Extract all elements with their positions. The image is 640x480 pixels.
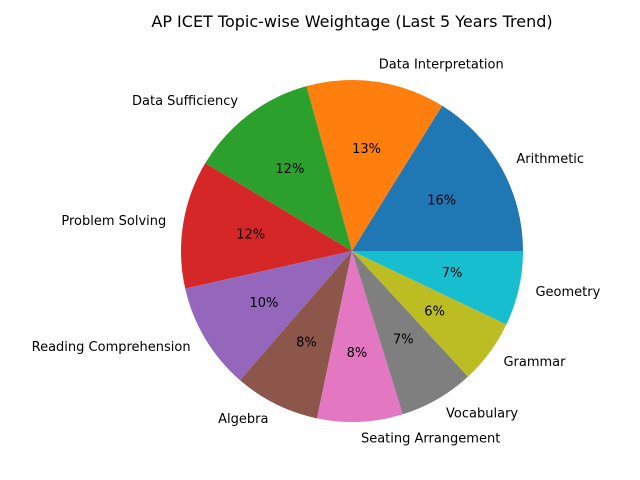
pie-category-label-problem-solving: Problem Solving	[61, 214, 166, 229]
pie-category-label-seating-arrangement: Seating Arrangement	[361, 431, 500, 446]
pie-category-label-algebra: Algebra	[218, 412, 268, 427]
pie-value-label-problem-solving: 12%	[236, 227, 265, 242]
pie-slice-data-sufficiency	[205, 86, 352, 252]
pie-value-label-algebra: 8%	[296, 335, 317, 350]
pie-value-label-vocabulary: 7%	[393, 332, 414, 347]
pie-value-label-geometry: 7%	[442, 266, 463, 281]
pie-category-label-grammar: Grammar	[503, 355, 566, 370]
pie-category-label-data-sufficiency: Data Sufficiency	[132, 94, 238, 109]
pie-category-label-vocabulary: Vocabulary	[446, 406, 518, 421]
pie-slices	[180, 80, 523, 422]
pie-slice-problem-solving	[180, 163, 352, 289]
pie-category-label-reading-comprehension: Reading Comprehension	[32, 340, 191, 355]
pie-value-label-data-sufficiency: 12%	[275, 162, 304, 177]
pie-category-label-geometry: Geometry	[535, 285, 600, 300]
pie-slice-data-interpretation	[306, 80, 443, 252]
pie-value-labels: 16% 13% 12% 12% 10% 8% 8% 7% 6% 7%	[236, 142, 462, 361]
pie-slice-geometry	[352, 251, 523, 325]
pie-slice-reading-comprehension	[185, 251, 352, 381]
pie-slice-arithmetic	[352, 105, 523, 251]
pie-category-labels: Arithmetic Data Interpretation Data Suffic…	[32, 57, 601, 446]
pie-slice-algebra	[240, 251, 352, 419]
pie-category-label-data-interpretation: Data Interpretation	[379, 57, 504, 72]
chart-title: AP ICET Topic-wise Weightage (Last 5 Yea…	[151, 12, 552, 31]
pie-value-label-data-interpretation: 13%	[352, 142, 381, 157]
pie-value-label-seating-arrangement: 8%	[347, 346, 368, 361]
pie-value-label-reading-comprehension: 10%	[250, 296, 279, 311]
pie-slice-seating-arrangement	[316, 251, 403, 422]
pie-slice-grammar	[352, 251, 507, 377]
pie-value-label-grammar: 6%	[424, 304, 445, 319]
pie-slice-vocabulary	[352, 251, 469, 415]
pie-category-label-arithmetic: Arithmetic	[516, 152, 584, 167]
pie-value-label-arithmetic: 16%	[427, 194, 456, 209]
